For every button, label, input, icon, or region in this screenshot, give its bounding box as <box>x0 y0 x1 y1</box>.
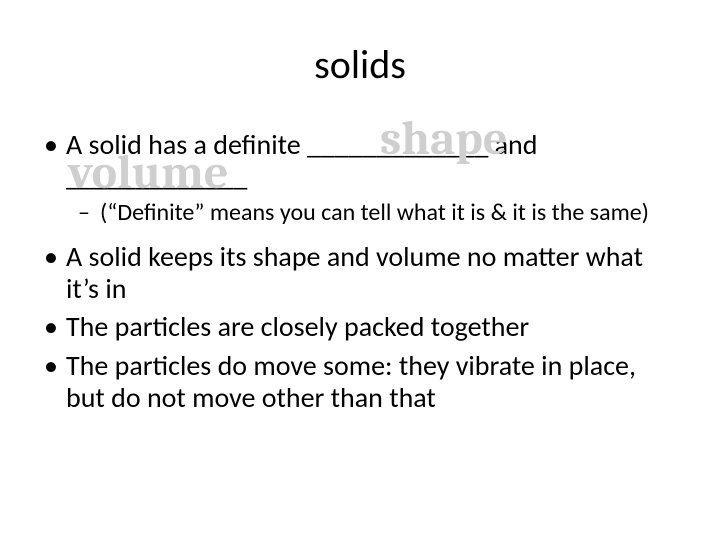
bullet-definite: A solid has a definite _____________ and… <box>40 129 680 193</box>
bullet-keeps-shape: A solid keeps its shape and volume no ma… <box>40 241 680 305</box>
bullet-definite-mid: and <box>488 127 537 162</box>
blank-volume: _____________ <box>66 159 247 194</box>
slide: solids A solid has a definite __________… <box>0 0 720 540</box>
slide-title: solids <box>40 40 680 89</box>
slide-body: A solid has a definite _____________ and… <box>40 129 680 414</box>
bullet-vibrate: The particles do move some: they vibrate… <box>40 350 680 414</box>
bullet-definite-sub: (“Definite” means you can tell what it i… <box>40 199 680 227</box>
bullet-definite-pre: A solid has a definite <box>66 127 307 162</box>
blank-shape: _____________ <box>307 127 488 162</box>
bullet-closely-packed: The particles are closely packed togethe… <box>40 311 680 343</box>
